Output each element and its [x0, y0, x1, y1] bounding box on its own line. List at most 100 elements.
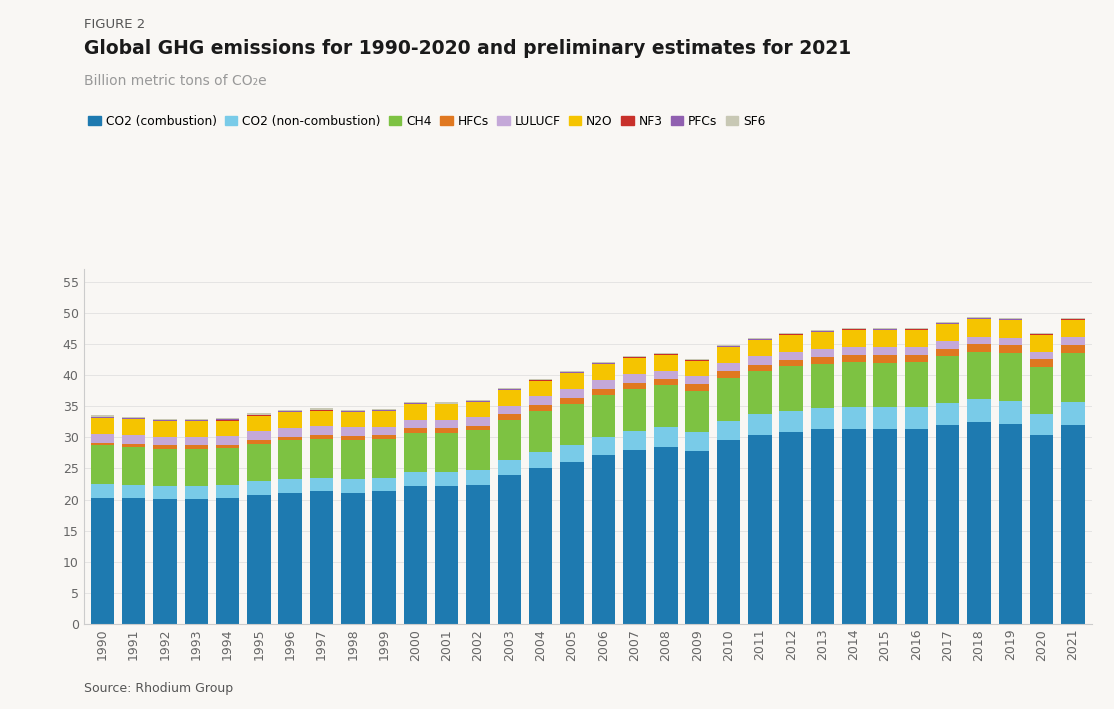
Bar	[403, 486, 427, 624]
Bar	[716, 378, 741, 420]
Bar	[403, 420, 427, 428]
Bar	[685, 376, 709, 384]
Bar	[278, 437, 302, 440]
Bar	[654, 385, 677, 428]
Bar	[403, 428, 427, 433]
Bar	[780, 359, 803, 367]
Bar	[654, 371, 677, 379]
Bar	[1029, 414, 1054, 435]
Bar	[247, 444, 271, 481]
Bar	[185, 420, 208, 421]
Bar	[498, 475, 521, 624]
Bar	[90, 417, 114, 418]
Bar	[1062, 320, 1085, 337]
Bar	[780, 335, 803, 352]
Bar	[216, 436, 240, 445]
Bar	[780, 367, 803, 411]
Bar	[529, 405, 553, 411]
Bar	[716, 363, 741, 372]
Bar	[560, 403, 584, 445]
Bar	[623, 389, 646, 431]
Bar	[749, 357, 772, 364]
Bar	[498, 406, 521, 414]
Bar	[936, 349, 959, 357]
Bar	[341, 436, 364, 440]
Bar	[185, 418, 208, 420]
Bar	[185, 449, 208, 486]
Text: Global GHG emissions for 1990-2020 and preliminary estimates for 2021: Global GHG emissions for 1990-2020 and p…	[84, 39, 851, 58]
Bar	[467, 418, 490, 425]
Bar	[121, 418, 146, 419]
Bar	[121, 498, 146, 624]
Bar	[1062, 425, 1085, 624]
Bar	[216, 445, 240, 448]
Bar	[121, 444, 146, 447]
Bar	[247, 415, 271, 431]
Legend: CO2 (combustion), CO2 (non-combustion), CH4, HFCs, LULUCF, N2O, NF3, PFCs, SF6: CO2 (combustion), CO2 (non-combustion), …	[84, 110, 771, 133]
Bar	[623, 431, 646, 450]
Bar	[873, 330, 897, 347]
Bar	[811, 364, 834, 408]
Bar	[154, 449, 177, 486]
Bar	[434, 433, 459, 472]
Bar	[278, 479, 302, 493]
Bar	[560, 445, 584, 462]
Bar	[154, 418, 177, 420]
Bar	[716, 420, 741, 440]
Bar	[310, 408, 333, 410]
Bar	[873, 347, 897, 355]
Bar	[560, 389, 584, 398]
Bar	[811, 330, 834, 331]
Bar	[529, 411, 553, 452]
Bar	[216, 485, 240, 498]
Bar	[341, 410, 364, 411]
Bar	[905, 330, 928, 347]
Bar	[372, 411, 395, 427]
Bar	[247, 481, 271, 495]
Bar	[154, 420, 177, 421]
Bar	[216, 498, 240, 624]
Bar	[685, 361, 709, 376]
Bar	[842, 354, 866, 362]
Bar	[154, 421, 177, 437]
Bar	[811, 333, 834, 349]
Bar	[121, 419, 146, 435]
Bar	[154, 486, 177, 499]
Bar	[654, 379, 677, 385]
Bar	[529, 452, 553, 468]
Bar	[936, 425, 959, 624]
Bar	[998, 401, 1022, 424]
Bar	[623, 450, 646, 624]
Bar	[905, 354, 928, 362]
Bar	[967, 422, 990, 624]
Bar	[498, 388, 521, 389]
Bar	[716, 372, 741, 378]
Bar	[154, 445, 177, 449]
Bar	[873, 328, 897, 329]
Bar	[811, 408, 834, 429]
Bar	[372, 491, 395, 624]
Bar	[842, 407, 866, 429]
Bar	[842, 362, 866, 407]
Bar	[749, 340, 772, 357]
Bar	[592, 364, 615, 380]
Bar	[403, 433, 427, 472]
Bar	[998, 320, 1022, 337]
Bar	[216, 448, 240, 485]
Bar	[749, 338, 772, 339]
Bar	[592, 454, 615, 624]
Bar	[467, 470, 490, 485]
Bar	[685, 432, 709, 451]
Bar	[1062, 345, 1085, 353]
Bar	[278, 410, 302, 411]
Bar	[716, 345, 741, 346]
Bar	[278, 413, 302, 428]
Bar	[780, 352, 803, 359]
Bar	[873, 408, 897, 429]
Bar	[560, 462, 584, 624]
Bar	[529, 396, 553, 405]
Bar	[560, 398, 584, 403]
Bar	[90, 445, 114, 484]
Bar	[998, 318, 1022, 319]
Bar	[310, 478, 333, 491]
